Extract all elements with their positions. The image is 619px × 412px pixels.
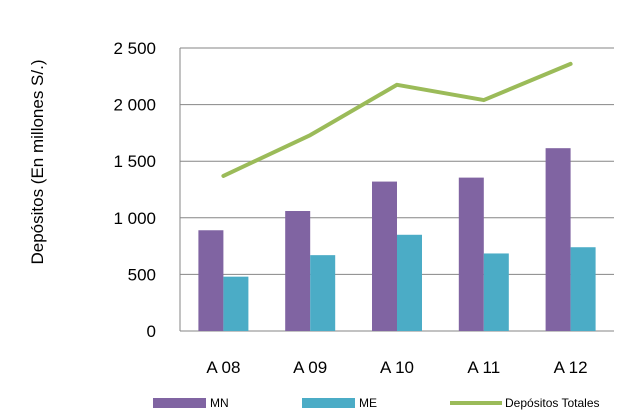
x-tick-label: A 12 <box>554 358 588 377</box>
bar-mn <box>372 181 397 331</box>
y-tick-label: 0 <box>147 322 156 341</box>
legend-swatch-me <box>302 398 355 408</box>
y-tick-label: 1 000 <box>113 209 156 228</box>
bar-me <box>483 253 509 331</box>
x-tick-label: A 08 <box>206 358 240 377</box>
bar-me <box>310 255 336 331</box>
bar-me <box>570 247 596 331</box>
bar-mn <box>285 211 311 331</box>
bar-me <box>397 234 422 331</box>
legend-label: MN <box>210 396 229 410</box>
y-tick-label: 1 500 <box>113 152 156 171</box>
series-line-depositos-totales <box>221 61 573 178</box>
legend-swatch-mn <box>153 398 206 408</box>
x-axis-ticks: A 08 A 09 A 10 A 11 A 12 <box>206 358 587 377</box>
x-tick-label: A 10 <box>380 358 414 377</box>
bar-me <box>223 276 249 331</box>
bars <box>198 148 596 331</box>
bar-mn <box>545 148 571 331</box>
total-line <box>221 61 573 178</box>
y-tick-label: 500 <box>128 265 156 284</box>
y-tick-label: 2 000 <box>113 96 156 115</box>
bar-mn <box>198 230 224 331</box>
legend-label: ME <box>359 396 377 410</box>
x-tick-label: A 09 <box>293 358 327 377</box>
legend-label: Depósitos Totales <box>505 396 600 410</box>
y-axis-title: Depósitos (En millones S/.) <box>28 59 47 264</box>
bar-mn <box>458 177 484 331</box>
y-tick-label: 2 500 <box>113 39 156 58</box>
legend: MN ME Depósitos Totales <box>153 396 600 410</box>
y-axis-ticks: 0 500 1 000 1 500 2 000 2 500 <box>113 39 156 341</box>
x-tick-label: A 11 <box>467 358 500 377</box>
